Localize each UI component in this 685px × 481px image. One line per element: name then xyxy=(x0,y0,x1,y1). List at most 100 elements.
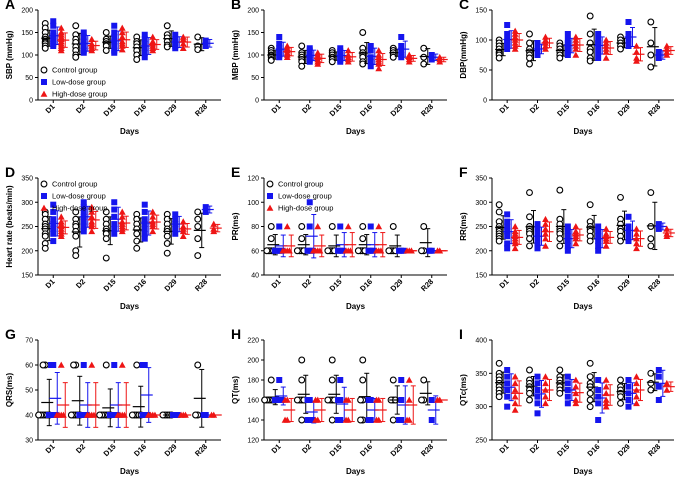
data-point xyxy=(586,359,594,367)
data-point xyxy=(80,29,87,36)
data-point xyxy=(389,416,397,424)
data-point xyxy=(586,12,594,20)
legend: Control group Low-dose group High-dose gro… xyxy=(266,180,333,213)
data-point xyxy=(283,53,291,61)
data-point xyxy=(281,396,289,403)
data-point xyxy=(625,213,632,220)
x-tick-label: D29 xyxy=(389,102,405,118)
legend-label: Control group xyxy=(52,66,97,75)
data-point xyxy=(179,35,187,43)
data-point xyxy=(655,367,662,373)
data-point xyxy=(72,232,80,240)
data-point xyxy=(595,49,602,55)
data-point xyxy=(586,48,594,56)
data-point xyxy=(359,223,367,230)
data-point xyxy=(342,247,350,254)
panel-letter: E xyxy=(231,164,240,180)
data-point xyxy=(542,225,549,232)
x-axis-title: Days xyxy=(573,467,593,476)
data-point xyxy=(556,242,564,250)
data-point xyxy=(511,373,519,380)
panel-g: G 30 40 50 60 70 QRS(ms) D1 D2 D15 D16 D29 R28 Days xyxy=(5,326,222,476)
data-point xyxy=(633,244,640,252)
data-point xyxy=(57,232,65,239)
legend: Control group Low-dose group High-dose gro… xyxy=(40,180,107,213)
data-point xyxy=(88,223,96,230)
series-square xyxy=(49,199,214,245)
data-point xyxy=(396,417,403,423)
data-point xyxy=(163,22,171,30)
x-axis-title: Days xyxy=(346,467,366,476)
series-circle xyxy=(267,29,432,70)
y-tick-label: 60 xyxy=(25,363,33,370)
y-tick-label: 100 xyxy=(475,38,487,45)
data-point xyxy=(163,232,171,240)
data-point xyxy=(172,36,179,43)
data-point xyxy=(647,386,655,394)
data-point xyxy=(564,238,571,245)
data-point xyxy=(534,373,541,380)
data-point xyxy=(534,380,541,387)
y-axis-title: MBP (mmHg) xyxy=(231,30,240,80)
data-point xyxy=(172,230,179,237)
data-point xyxy=(111,22,118,29)
x-tick-label: D16 xyxy=(132,277,148,293)
data-point xyxy=(141,208,148,215)
y-tick-label: 0 xyxy=(483,98,487,105)
data-point xyxy=(617,193,624,201)
data-point xyxy=(556,389,564,397)
data-point xyxy=(149,227,157,235)
data-point xyxy=(647,51,655,59)
data-point xyxy=(542,235,549,242)
data-point xyxy=(298,416,306,424)
y-tick-label: 0 xyxy=(29,98,33,105)
data-point xyxy=(586,389,594,397)
data-point xyxy=(210,220,218,227)
data-point xyxy=(542,399,549,407)
data-point xyxy=(564,233,571,240)
data-point xyxy=(337,48,344,55)
data-point xyxy=(586,373,594,381)
data-point xyxy=(367,63,374,70)
y-tick-label: 150 xyxy=(475,8,487,15)
data-point xyxy=(504,218,511,225)
y-tick-label: 120 xyxy=(247,438,259,445)
data-point xyxy=(344,47,352,54)
x-tick-label: R28 xyxy=(419,102,435,118)
data-point xyxy=(595,242,602,249)
data-point xyxy=(534,235,541,242)
data-point xyxy=(511,386,519,393)
data-point xyxy=(194,46,202,54)
data-point xyxy=(304,247,311,254)
data-point xyxy=(373,247,380,254)
data-point xyxy=(80,208,87,215)
data-point xyxy=(210,227,218,235)
data-point xyxy=(179,40,187,47)
data-point xyxy=(572,396,580,403)
panel-a: A 0 50 100 150 200 SBP (mmHg) D1 D2 D15 D16 D29 R28 D… xyxy=(5,0,221,136)
data-point xyxy=(534,400,541,407)
y-axis-title: DBP(mmHg) xyxy=(459,31,468,78)
data-point xyxy=(602,376,610,383)
data-point xyxy=(595,247,602,254)
data-point xyxy=(504,403,511,410)
y-tick-label: 50 xyxy=(251,75,259,82)
x-tick-label: D2 xyxy=(300,442,313,455)
data-point xyxy=(102,361,110,369)
data-point xyxy=(495,237,503,245)
data-point xyxy=(534,221,541,228)
data-point xyxy=(337,377,344,383)
data-point xyxy=(369,247,376,254)
data-point xyxy=(271,397,278,403)
data-point xyxy=(526,235,533,243)
data-point xyxy=(633,373,640,380)
data-point xyxy=(80,228,87,235)
data-point xyxy=(428,417,435,423)
panel-c: C 0 50 100 150 DBP(mmHg) D1 D2 D15 D16 D29 R28 Days xyxy=(459,0,675,136)
y-tick-label: 150 xyxy=(475,273,487,280)
data-point xyxy=(298,356,306,364)
data-point xyxy=(418,247,425,255)
y-tick-label: 180 xyxy=(247,378,259,385)
y-tick-label: 120 xyxy=(247,176,259,183)
x-tick-label: D15 xyxy=(102,442,118,458)
